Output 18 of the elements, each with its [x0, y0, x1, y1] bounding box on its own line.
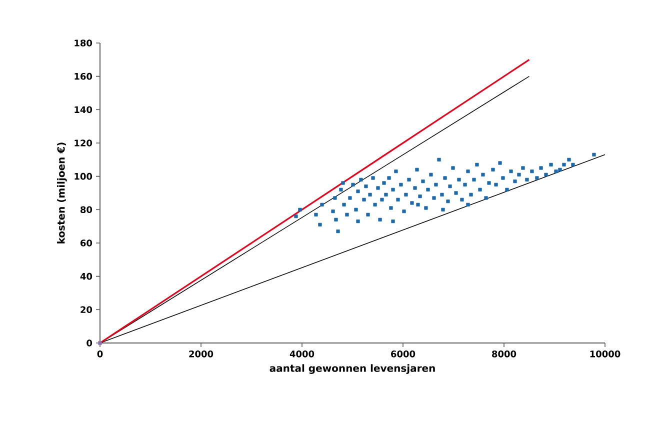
x-tick-label: 0 — [97, 350, 103, 358]
y-tick-label: 80 — [80, 206, 92, 214]
x-tick-label: 4000 — [290, 350, 314, 358]
y-tick-label: 160 — [74, 72, 92, 80]
y-tick-label: 180 — [74, 40, 92, 46]
y-tick-label: 20 — [80, 306, 92, 314]
y-tick-label: 0 — [86, 340, 92, 346]
y-tick-label: 40 — [80, 272, 92, 280]
x-axis-title: aantal gewonnen levensjaren — [270, 364, 435, 374]
y-axis-title: kosten (miljoen €) — [57, 142, 67, 244]
x-tick-label: 2000 — [189, 350, 214, 358]
x-tick-label: 10000 — [590, 350, 620, 358]
x-tick-label: 8000 — [492, 350, 516, 358]
y-tick-label: 120 — [74, 140, 92, 146]
x-tick-label: 6000 — [391, 350, 416, 358]
y-tick-label: 100 — [74, 172, 92, 180]
y-tick-label: 60 — [80, 240, 92, 246]
y-tick-label: 140 — [74, 106, 92, 114]
